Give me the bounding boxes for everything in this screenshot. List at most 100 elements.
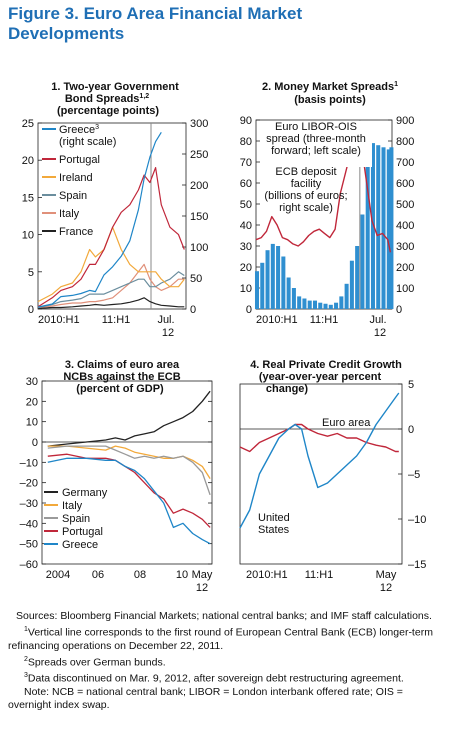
chart-4-frame bbox=[239, 383, 403, 565]
chart-2-ecb-bar bbox=[334, 302, 339, 309]
chart-1-x-tick-label: 2010:H1 bbox=[38, 314, 80, 326]
footnote-3: 3Data discontinued on Mar. 9, 2012, afte… bbox=[8, 669, 444, 686]
chart-2-ecb-bar bbox=[360, 214, 365, 309]
chart-2-left-tick-label: 10 bbox=[240, 283, 252, 295]
chart-1-title-line3: (percentage points) bbox=[57, 105, 159, 117]
chart-2-left-tick-label: 0 bbox=[246, 304, 252, 316]
chart-4-euro-area-label: Euro area bbox=[322, 417, 371, 429]
figure-title-line2: Developments bbox=[8, 24, 125, 43]
chart-4-y-tick-label: –10 bbox=[408, 514, 426, 526]
chart-4-us-label-line2: States bbox=[258, 524, 290, 536]
chart-2-libor-line bbox=[255, 140, 392, 253]
chart-4-group: 4. Real Private Credit Growth(year-over-… bbox=[239, 359, 426, 594]
chart-4-y-tick-label: 0 bbox=[408, 424, 414, 436]
chart-3-y-tick-label: 10 bbox=[26, 417, 38, 429]
chart-2-ecb-bar bbox=[365, 157, 370, 309]
chart-1-x-tick-sub: 12 bbox=[162, 327, 174, 339]
chart-1-series-spain bbox=[37, 271, 185, 309]
chart-3-y-tick-label: –60 bbox=[20, 559, 38, 571]
chart-1-title-line2: Bond Spreads1,2 bbox=[65, 93, 149, 105]
chart-2-ecb-annotation: ECB deposit bbox=[275, 166, 336, 178]
chart-4-us-label-line1: United bbox=[258, 512, 290, 524]
chart-1-x-tick-label: Jul. bbox=[157, 314, 174, 326]
footnote-3-text: Data discontinued on Mar. 9, 2012, after… bbox=[27, 672, 404, 685]
chart-2-right-tick-label: 800 bbox=[396, 136, 414, 148]
chart-4-y-tick-label: –5 bbox=[408, 469, 420, 481]
figure-title: Figure 3. Euro Area Financial Market Dev… bbox=[8, 4, 438, 44]
chart-4-x-tick-label: 11:H1 bbox=[305, 569, 334, 581]
chart-2-ecb-annotation: right scale) bbox=[279, 202, 333, 214]
chart-2-ecb-bar bbox=[323, 303, 328, 309]
chart-1-right-tick-label: 300 bbox=[190, 118, 208, 130]
chart-2-ecb-bar bbox=[376, 145, 381, 309]
chart-3-x-tick-label: 2004 bbox=[46, 569, 70, 581]
chart-2-right-tick-label: 0 bbox=[396, 304, 402, 316]
chart-3-frame bbox=[41, 380, 213, 565]
chart-3-y-tick-label: –20 bbox=[20, 478, 38, 490]
chart-2-left-tick-label: 30 bbox=[240, 241, 252, 253]
chart-4-series-line bbox=[239, 423, 399, 453]
chart-3-legend-label: Portugal bbox=[62, 526, 103, 538]
chart-3-series-greece bbox=[47, 457, 211, 545]
chart-2-ecb-bar bbox=[370, 143, 375, 309]
chart-1-left-tick-label: 0 bbox=[28, 304, 34, 316]
chart-1-x-tick-label: 11:H1 bbox=[102, 314, 131, 326]
chart-2-right-tick-label: 200 bbox=[396, 262, 414, 274]
chart-3-y-tick-label: 0 bbox=[32, 437, 38, 449]
chart-3-title-line1: 3. Claims of euro area bbox=[65, 359, 180, 371]
chart-2-ecb-bar bbox=[307, 300, 312, 309]
chart-2-libor-annotation: spread (three-month bbox=[266, 133, 366, 145]
chart-2-ecb-bar bbox=[349, 260, 354, 309]
chart-2-title-line1: 2. Money Market Spreads1 bbox=[262, 81, 398, 93]
chart-2-left-tick-label: 80 bbox=[240, 136, 252, 148]
chart-2-right-tick-label: 400 bbox=[396, 220, 414, 232]
chart-1-legend-label: Greece3 bbox=[59, 124, 99, 136]
chart-1-series-ireland bbox=[37, 226, 185, 303]
figure-title-line1: Figure 3. Euro Area Financial Market bbox=[8, 4, 303, 23]
chart-3-y-tick-label: –30 bbox=[20, 498, 38, 510]
chart-3-title-line2: NCBs against the ECB bbox=[63, 371, 180, 383]
chart-2-ecb-bar bbox=[381, 147, 386, 309]
chart-1-title-line1: 1. Two-year Government bbox=[51, 81, 179, 93]
chart-2-title-line2: (basis points) bbox=[294, 94, 366, 106]
chart-4-y-tick-label: –15 bbox=[408, 559, 426, 571]
chart-2-group: 2. Money Market Spreads1(basis points) 0 1… bbox=[240, 81, 415, 339]
chart-2-ecb-bar bbox=[355, 246, 360, 309]
chart-1-right-tick-label: 100 bbox=[190, 242, 208, 254]
chart-2-ecb-bar bbox=[270, 243, 275, 309]
chart-3-legend-label: Greece bbox=[62, 539, 98, 551]
footnote-2: 2Spreads over German bunds. bbox=[8, 653, 444, 670]
chart-2-ecb-bar bbox=[297, 296, 302, 309]
footnote-1-mark: 1 bbox=[24, 626, 28, 633]
footnote-2-mark: 2 bbox=[24, 655, 28, 663]
chart-3-title-line3: (percent of GDP) bbox=[76, 383, 164, 395]
chart-3-y-tick-label: 30 bbox=[26, 376, 38, 388]
chart-1-legend-label: Portugal bbox=[59, 154, 100, 166]
footnote-3-mark: 3 bbox=[24, 672, 28, 679]
chart-4-x-tick-label: May bbox=[376, 569, 397, 581]
chart-2-left-tick-label: 50 bbox=[240, 199, 252, 211]
chart-3-y-tick-label: –10 bbox=[20, 457, 38, 469]
chart-3-x-tick-label: 06 bbox=[92, 569, 104, 581]
chart-2-libor-annotation: Euro LIBOR-OIS bbox=[275, 121, 357, 133]
chart-2-right-tick-label: 100 bbox=[396, 283, 414, 295]
chart-1-series-france bbox=[37, 297, 185, 309]
chart-4-series-line bbox=[239, 392, 400, 529]
chart-2-ecb-bar bbox=[286, 277, 291, 309]
chart-2-ecb-bar bbox=[344, 283, 349, 309]
chart-3-series-germany bbox=[47, 390, 211, 447]
chart-2-right-tick-label: 900 bbox=[396, 115, 414, 127]
chart-3-series-italy bbox=[47, 445, 211, 479]
chart-3-series-portugal bbox=[47, 453, 211, 528]
chart-2-right-tick-label: 300 bbox=[396, 241, 414, 253]
source-notes: Sources: Bloomberg Financial Markets; na… bbox=[8, 610, 444, 712]
chart-2-x-tick-label: Jul. bbox=[369, 314, 386, 326]
chart-1-series-greece bbox=[37, 131, 162, 308]
chart-1-right-tick-label: 150 bbox=[190, 211, 208, 223]
footnote-1-text: Vertical line corresponds to the first r… bbox=[8, 626, 433, 652]
footnote-1: 1Vertical line corresponds to the first … bbox=[8, 623, 444, 653]
footnote-2-text: Spreads over German bunds. bbox=[27, 656, 166, 668]
chart-2-ecb-bar bbox=[260, 262, 265, 309]
